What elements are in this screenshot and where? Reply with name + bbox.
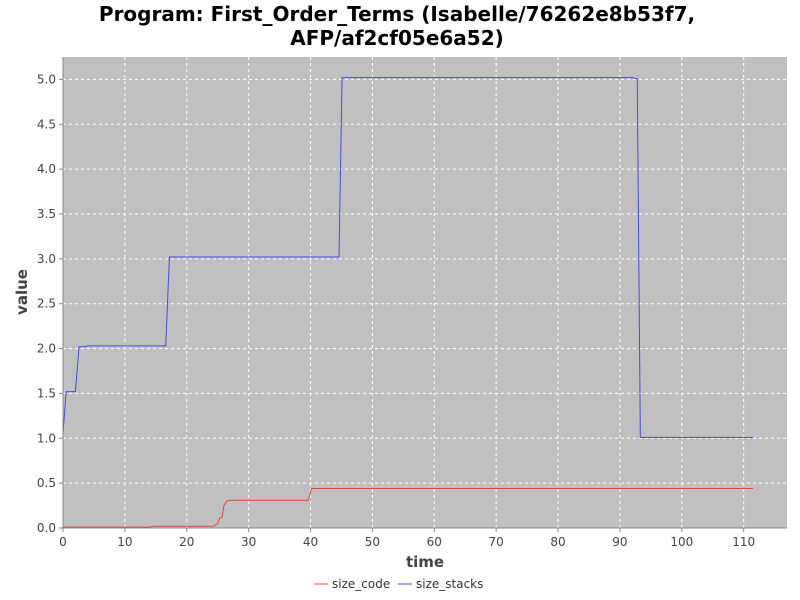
y-tick-label: 4.0 [37, 162, 56, 176]
x-tick-label: 50 [365, 535, 380, 549]
y-tick-label: 1.0 [37, 431, 56, 445]
x-ticks: 0 10 20 30 40 50 60 70 80 90 100 110 [59, 528, 755, 549]
y-tick-label: 2.5 [37, 297, 56, 311]
x-tick-label: 30 [241, 535, 256, 549]
legend: size_code size_stacks [314, 577, 483, 591]
y-tick-label: 3.5 [37, 207, 56, 221]
series-layer [62, 77, 753, 528]
y-axis-label: value [13, 269, 31, 315]
y-tick-label: 5.0 [37, 72, 56, 86]
y-ticks: 0.0 0.5 1.0 1.5 2.0 2.5 3.0 3.5 4.0 4.5 5.0 [37, 72, 63, 535]
x-tick-label: 40 [303, 535, 318, 549]
series-line-size-stacks [62, 77, 753, 438]
legend-label-size-code: size_code [332, 577, 390, 591]
x-tick-label: 10 [117, 535, 132, 549]
x-tick-label: 60 [427, 535, 442, 549]
y-tick-label: 0.5 [37, 476, 56, 490]
y-tick-label: 0.0 [37, 521, 56, 535]
x-tick-label: 100 [670, 535, 693, 549]
chart-title-line1: Program: First_Order_Terms (Isabelle/762… [99, 2, 695, 26]
x-tick-label: 0 [59, 535, 67, 549]
x-axis-label: time [406, 553, 444, 571]
y-tick-label: 2.0 [37, 342, 56, 356]
x-tick-label: 70 [489, 535, 504, 549]
plot-area [63, 57, 787, 528]
x-tick-label: 90 [612, 535, 627, 549]
x-tick-label: 110 [732, 535, 755, 549]
legend-label-size-stacks: size_stacks [416, 577, 483, 591]
axes [62, 57, 787, 529]
x-tick-label: 20 [179, 535, 194, 549]
y-tick-label: 4.5 [37, 117, 56, 131]
y-tick-label: 1.5 [37, 386, 56, 400]
y-tick-label: 3.0 [37, 252, 56, 266]
chart-title-line2: AFP/af2cf05e6a52) [290, 26, 504, 50]
series-line-size-code [63, 488, 753, 528]
x-tick-label: 80 [550, 535, 565, 549]
